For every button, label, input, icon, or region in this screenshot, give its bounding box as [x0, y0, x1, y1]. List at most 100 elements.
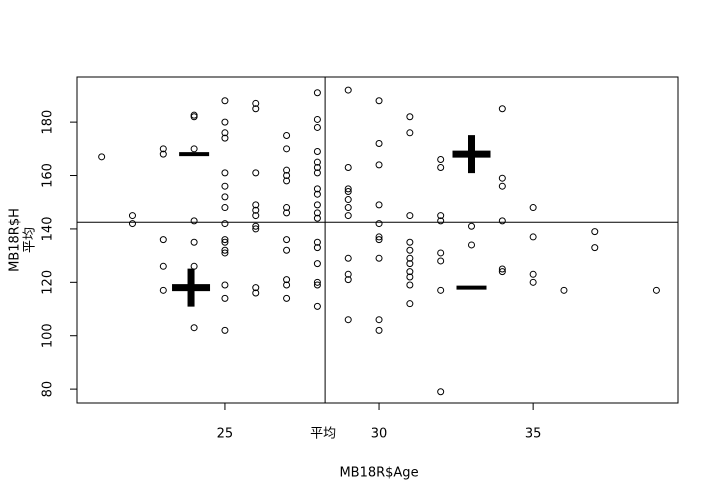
- point: [252, 222, 260, 230]
- x-tick-label: 35: [525, 427, 542, 442]
- point: [190, 113, 198, 121]
- point: [313, 89, 321, 97]
- point: [437, 156, 445, 164]
- point: [313, 158, 321, 166]
- point: [252, 284, 260, 292]
- point: [221, 129, 229, 137]
- point: [313, 281, 321, 289]
- point: [344, 276, 352, 284]
- point: [344, 204, 352, 212]
- point: [498, 174, 506, 182]
- point: [375, 233, 383, 241]
- point: [283, 145, 291, 153]
- y-axis-label: MB18R$H: [8, 208, 23, 272]
- point: [344, 188, 352, 196]
- y-tick-label: 160: [41, 163, 56, 188]
- point: [344, 196, 352, 204]
- point: [283, 276, 291, 284]
- point: [159, 262, 167, 270]
- x-axis-label: MB18R$Age: [339, 466, 418, 481]
- point: [313, 260, 321, 268]
- point: [375, 236, 383, 244]
- point: [313, 169, 321, 177]
- y-tick-label: 180: [41, 110, 56, 135]
- point: [344, 86, 352, 94]
- point: [437, 286, 445, 294]
- point: [313, 244, 321, 252]
- point: [406, 238, 414, 246]
- point: [252, 206, 260, 214]
- point: [437, 257, 445, 265]
- point: [313, 147, 321, 155]
- point: [221, 97, 229, 105]
- point: [190, 217, 198, 225]
- y-mean-label: 平均: [23, 227, 38, 253]
- point: [375, 139, 383, 147]
- point: [252, 105, 260, 113]
- point: [221, 294, 229, 302]
- point: [375, 316, 383, 324]
- point: [406, 113, 414, 121]
- point: [406, 268, 414, 276]
- point: [283, 131, 291, 139]
- point: [159, 145, 167, 153]
- point: [252, 212, 260, 220]
- point: [221, 118, 229, 126]
- point: [344, 185, 352, 193]
- point: [437, 249, 445, 257]
- point: [468, 241, 476, 249]
- plot-box: [76, 76, 679, 404]
- point: [529, 278, 537, 286]
- point: [344, 164, 352, 172]
- point: [313, 185, 321, 193]
- plus-sign: [452, 135, 491, 174]
- point: [313, 238, 321, 246]
- point: [190, 238, 198, 246]
- point: [313, 164, 321, 172]
- point: [98, 153, 106, 161]
- point: [406, 260, 414, 268]
- point: [283, 246, 291, 254]
- point: [221, 169, 229, 177]
- plus-sign: [172, 268, 211, 307]
- point: [498, 217, 506, 225]
- point: [313, 209, 321, 217]
- point: [375, 254, 383, 262]
- point: [159, 286, 167, 294]
- point: [221, 236, 229, 244]
- point: [159, 150, 167, 158]
- point: [283, 177, 291, 185]
- point: [498, 105, 506, 113]
- point: [283, 294, 291, 302]
- point: [283, 281, 291, 289]
- point: [313, 123, 321, 131]
- point: [498, 182, 506, 190]
- point: [128, 220, 136, 228]
- point: [468, 222, 476, 230]
- point: [252, 99, 260, 107]
- point: [221, 326, 229, 334]
- point: [560, 286, 568, 294]
- y-tick-label: 80: [41, 381, 56, 398]
- point: [406, 212, 414, 220]
- point: [406, 273, 414, 281]
- point: [406, 281, 414, 289]
- point: [221, 182, 229, 190]
- point: [344, 212, 352, 220]
- point: [437, 388, 445, 396]
- point: [128, 212, 136, 220]
- point: [252, 289, 260, 297]
- point: [313, 190, 321, 198]
- point: [529, 204, 537, 212]
- point: [313, 115, 321, 123]
- point: [437, 164, 445, 172]
- point: [375, 161, 383, 169]
- point: [190, 324, 198, 332]
- point: [283, 166, 291, 174]
- point: [652, 286, 660, 294]
- point: [591, 228, 599, 236]
- point: [221, 281, 229, 289]
- point: [437, 217, 445, 225]
